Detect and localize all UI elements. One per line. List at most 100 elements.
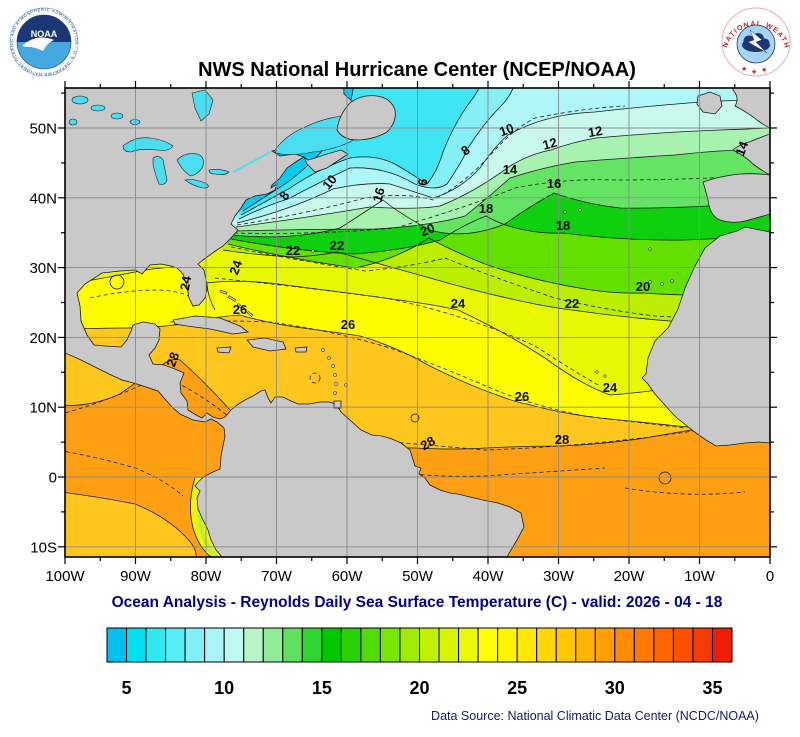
land-great-britain [732,88,770,129]
land-africa [641,226,770,447]
land-newfoundland [336,95,396,141]
contour-label: 20 [418,220,437,239]
svg-text:★: ★ [741,65,747,73]
colorbar-cell [379,627,401,663]
contour-label: 24 [177,274,194,292]
colorbar-cell [106,627,128,663]
data-source-note: Data Source: National Climatic Data Cent… [431,709,759,723]
contour-label: 18 [479,201,493,216]
lon-label: 0 [766,568,774,585]
lat-label: 50N [29,121,57,138]
contour-label: 24 [603,380,618,395]
land-puerto-rico [294,346,308,353]
colorbar-cell [360,627,381,663]
land-ireland [696,91,723,115]
colorbar-cell [223,627,245,663]
colorbar-cell [184,627,206,663]
james-bay [191,89,214,122]
lat-label: 20N [29,330,57,347]
lon-label: 10W [684,568,716,585]
contour-label: 14 [503,162,518,177]
colorbar-cell [243,627,264,663]
colorbar-cell [301,627,323,663]
colorbar-cells [106,627,733,663]
colorbar-tick-label: 25 [507,678,527,698]
colorbar-cell [321,627,342,663]
contour-label: 24 [226,257,245,276]
colorbar-cell [399,627,420,663]
lake-ontario [208,169,230,175]
lon-label: 40W [473,568,505,585]
page-title: NWS National Hurricane Center (NCEP/NOAA… [198,59,636,81]
colorbar-tick-label: 15 [312,678,332,698]
colorbar-cell [614,627,635,663]
nws-ring-text: NATIONAL WEATHER SERVICE [0,0,790,50]
svg-text:★: ★ [751,68,757,76]
colorbar-cell [165,627,186,663]
colorbar-cell [672,627,694,663]
noaa-logo: NATIONAL OCEANIC AND ATMOSPHERIC ADMINIS… [0,0,79,77]
contour-label: 26 [515,389,529,404]
lake-michigan [152,156,168,185]
svg-text:★: ★ [761,66,767,74]
contour-label: 14 [732,138,751,157]
contour-label: 28 [418,433,438,453]
contour-label: 10 [497,120,516,139]
colorbar-cell [145,627,167,663]
lat-label: 10S [30,539,57,556]
colorbar-cell [497,627,518,663]
lon-label: 100W [45,568,85,585]
contour-label: 28 [555,432,569,447]
colorbar-cell [438,627,460,663]
nws-cloud-lightning-icon [742,29,770,54]
lat-label: 40N [29,190,57,207]
bermuda [311,249,315,253]
contour-label: 20 [636,279,650,294]
graticule [65,88,770,557]
axis-ticks [58,81,777,564]
st-lawrence-river [232,151,271,173]
contour-label: 12 [541,135,559,153]
lon-label: 20W [614,568,646,585]
contour-label: 16 [547,176,561,191]
land-trinidad [333,400,342,409]
contour-label: 18 [556,218,570,233]
nws-stars: ★ ★ ★ [741,65,767,76]
contour-label: 16 [370,186,388,204]
colorbar-cell [536,627,557,663]
lake-huron [176,153,204,177]
contour-label: 12 [587,123,604,140]
colorbar-tick-label: 30 [605,678,625,698]
colorbar-tick-label: 5 [122,678,132,698]
noaa-seagull-icon [22,37,54,51]
lat-label: 0 [49,470,57,487]
contour-label: 24 [451,296,466,311]
colorbar-cell [653,627,674,663]
colorbar-cell [262,627,284,663]
contour-label: 22 [565,296,579,311]
colorbar-cell [477,627,499,663]
lon-label: 70W [261,568,293,585]
lon-label: 50W [402,568,434,585]
lon-label: 30W [543,568,575,585]
colorbar-labels: 5 10 15 20 25 30 35 [122,678,723,698]
colorbar-cell [126,627,147,663]
colorbar-cell [692,627,713,663]
colorbar: 5 10 15 20 25 30 35 [106,627,733,698]
lat-label: 10N [29,400,57,417]
lon-label: 90W [120,568,152,585]
lon-label: 60W [332,568,364,585]
colorbar-cell [711,627,733,663]
atlantic-islands [563,208,674,378]
lat-label: 30N [29,260,57,277]
noaa-wordmark: NOAA [31,29,58,39]
bahamas [219,289,254,318]
land-americas [65,88,525,557]
colorbar-cell [282,627,303,663]
colorbar-cell [419,627,440,663]
contour-label: 6 [415,177,431,187]
contour-label: 26 [341,317,355,332]
contour-label: 22 [286,243,300,258]
